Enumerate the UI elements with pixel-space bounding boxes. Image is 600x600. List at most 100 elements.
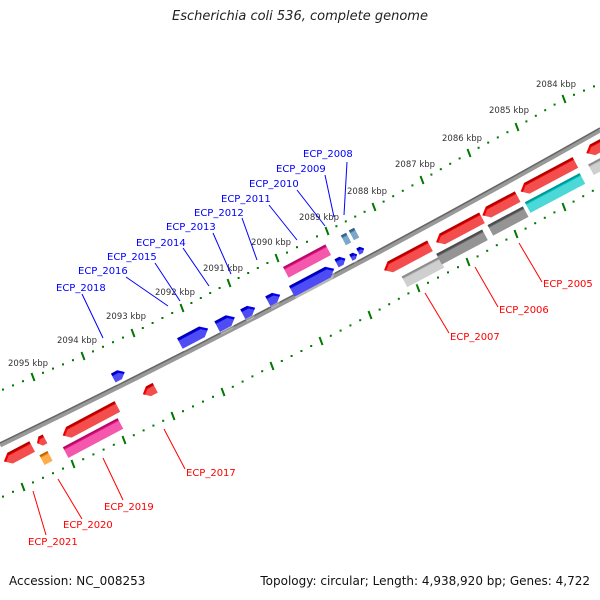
gene-shade — [526, 175, 587, 216]
upper-track-minor-tick — [171, 312, 174, 314]
gene-body — [39, 451, 53, 465]
gene-edge — [214, 315, 227, 324]
gene-feature — [177, 326, 210, 352]
gene-feature — [348, 227, 361, 243]
gene-label-ecp-2019: ECP_2019 — [104, 502, 154, 513]
upper-track-minor-tick — [247, 272, 250, 274]
gene-feature — [487, 206, 530, 239]
lower-track-minor-tick — [582, 195, 585, 198]
gene-label-ecp-2010: ECP_2010 — [249, 179, 299, 190]
upper-track-minor-tick — [392, 195, 395, 198]
gene-label-ecp-2008: ECP_2008 — [303, 149, 353, 160]
gene-feature — [214, 315, 237, 335]
upper-track-minor-tick — [344, 220, 347, 223]
map-title: Escherichia coli 536, complete genome — [172, 9, 428, 24]
leader-line — [296, 189, 326, 227]
upper-track-minor-tick — [458, 157, 461, 160]
gene-shade — [266, 295, 282, 309]
upper-track-minor-tick — [439, 168, 442, 171]
gene-shade — [350, 255, 359, 264]
gene-edge — [340, 232, 348, 238]
gene-edge — [387, 240, 429, 264]
lower-track-minor-tick — [280, 360, 283, 362]
leader-line — [241, 217, 258, 261]
gene-edge — [436, 229, 484, 256]
upper-track-major-tick — [419, 175, 425, 185]
upper-track-major-tick — [514, 122, 520, 132]
lower-track-minor-tick — [2, 495, 4, 498]
gene-edge — [334, 256, 341, 262]
gene-edge — [348, 227, 356, 233]
lower-track-major-tick — [20, 482, 26, 492]
gene-body — [384, 240, 433, 273]
gene-feature — [384, 240, 435, 275]
kbp-label: 2087 kbp — [395, 160, 435, 170]
leader-line — [32, 490, 47, 536]
lower-track-major-tick — [513, 229, 519, 239]
upper-track-major-tick — [371, 202, 377, 212]
gene-edge — [39, 451, 49, 458]
gene-body — [177, 326, 209, 349]
lower-track-minor-tick — [329, 334, 332, 337]
upper-track-minor-tick — [151, 322, 154, 324]
gene-label-ecp-2018: ECP_2018 — [56, 283, 106, 294]
lower-track-minor-tick — [132, 434, 135, 437]
gene-shade — [587, 140, 600, 158]
gene-body — [62, 401, 121, 438]
topology-text: Topology: circular; Length: 4,938,920 bp… — [260, 574, 590, 588]
lower-track-minor-tick — [241, 380, 244, 383]
upper-track-minor-tick — [487, 141, 490, 144]
gene-shade — [178, 329, 210, 352]
gene-shade — [38, 437, 49, 449]
gene-edge — [401, 256, 440, 279]
gene-body — [3, 441, 35, 464]
lower-track-minor-tick — [192, 405, 194, 408]
gene-edge — [38, 434, 44, 439]
gene-body — [349, 252, 358, 261]
upper-track-minor-tick — [92, 350, 94, 353]
gene-body — [37, 434, 48, 446]
gene-body — [401, 256, 445, 288]
leader-line — [324, 174, 335, 218]
upper-track-minor-tick — [401, 189, 404, 192]
lower-track-minor-tick — [534, 222, 537, 225]
gene-body — [348, 227, 360, 241]
kbp-label: 2093 kbp — [106, 312, 146, 322]
upper-track-minor-tick — [449, 162, 452, 165]
lower-track-minor-tick — [378, 308, 381, 311]
gene-label-ecp-2005: ECP_2005 — [543, 279, 593, 290]
gene-edge — [588, 156, 600, 167]
leader-line — [163, 428, 186, 470]
leader-line — [268, 204, 298, 241]
gene-shade — [385, 243, 435, 275]
tick-tracks — [2, 85, 595, 498]
gene-body — [436, 229, 488, 265]
upper-track-minor-tick — [544, 109, 547, 112]
gene-feature — [62, 401, 122, 441]
leader-line — [212, 232, 232, 275]
gene-body — [586, 137, 600, 156]
gene-edge — [524, 173, 581, 205]
gene-feature — [240, 305, 257, 322]
leader-line — [57, 478, 83, 520]
lower-track-minor-tick — [495, 244, 498, 247]
upper-track-major-tick — [80, 351, 86, 361]
gene-label-ecp-2009: ECP_2009 — [276, 164, 326, 175]
gene-shade — [64, 420, 125, 461]
upper-track-minor-tick — [122, 336, 124, 339]
upper-track-minor-tick — [354, 215, 357, 218]
gene-feature — [288, 266, 336, 300]
gene-feature — [340, 232, 353, 248]
gene-feature — [586, 137, 600, 158]
leader-line — [154, 262, 181, 302]
lower-track-minor-tick — [112, 443, 115, 446]
gene-body — [282, 244, 332, 278]
upper-track-minor-tick — [52, 367, 54, 370]
gene-body — [110, 370, 125, 383]
gene-edge — [177, 326, 201, 340]
upper-track-minor-tick — [266, 262, 269, 264]
lower-track-minor-tick — [486, 249, 489, 252]
gene-body — [240, 305, 256, 320]
kbp-label: 2094 kbp — [57, 336, 97, 346]
